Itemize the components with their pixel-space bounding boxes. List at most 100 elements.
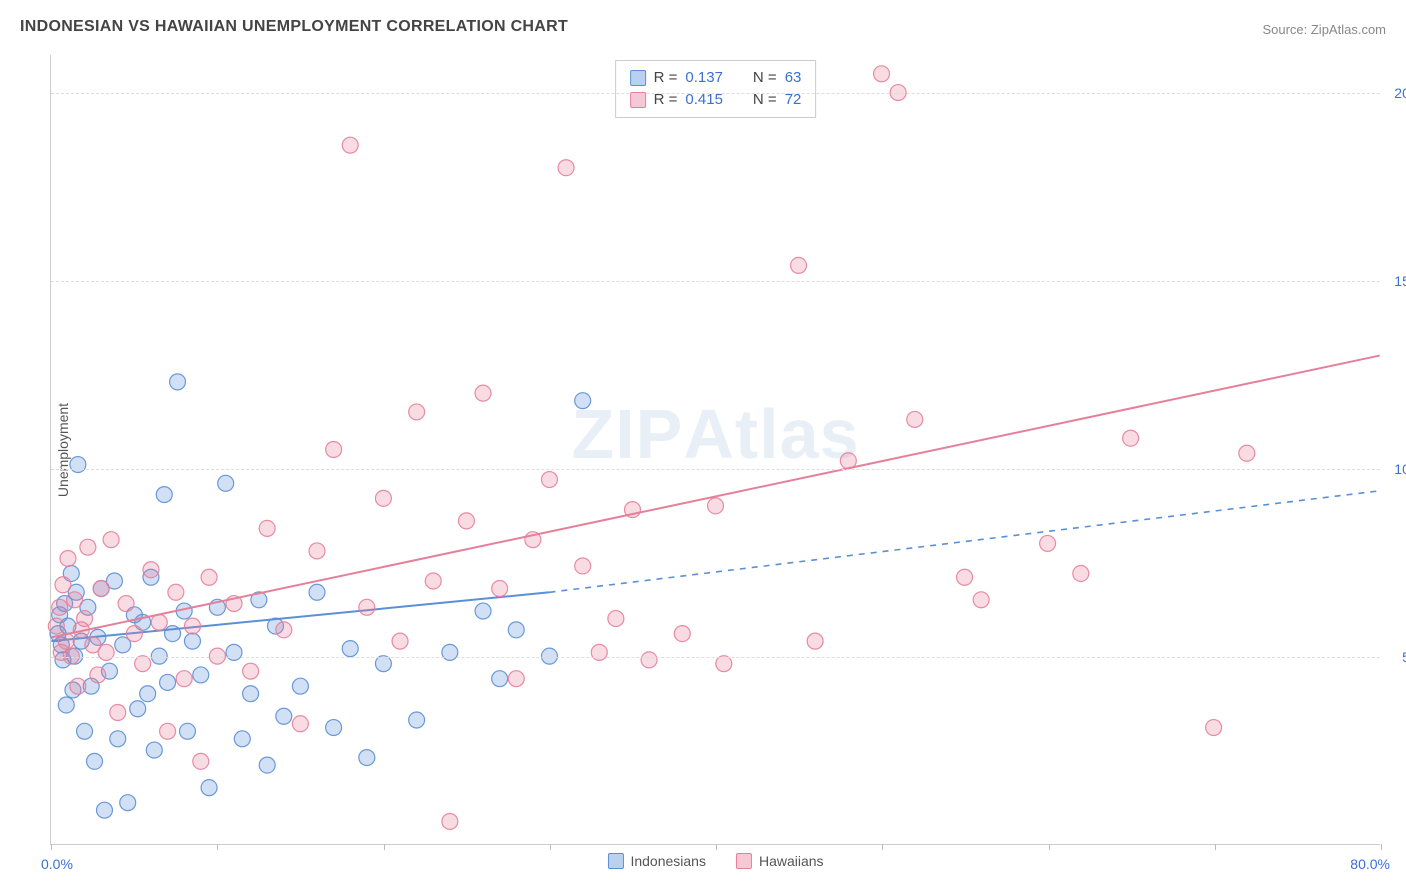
scatter-point — [118, 596, 134, 612]
chart-container: INDONESIAN VS HAWAIIAN UNEMPLOYMENT CORR… — [0, 0, 1406, 892]
scatter-point — [292, 678, 308, 694]
scatter-point — [907, 411, 923, 427]
y-tick-label: 15.0% — [1394, 273, 1406, 289]
scatter-point — [80, 539, 96, 555]
stats-r-label: R = — [654, 67, 678, 89]
scatter-point — [492, 671, 508, 687]
scatter-point — [160, 723, 176, 739]
scatter-point — [168, 584, 184, 600]
stats-r-value: 0.137 — [685, 67, 723, 89]
scatter-point — [58, 697, 74, 713]
x-tick — [384, 844, 385, 850]
x-tick — [1049, 844, 1050, 850]
scatter-point — [87, 753, 103, 769]
scatter-point — [558, 160, 574, 176]
scatter-point — [243, 686, 259, 702]
scatter-point — [591, 644, 607, 660]
scatter-point — [201, 780, 217, 796]
x-tick — [1215, 844, 1216, 850]
scatter-point — [1040, 535, 1056, 551]
plot-svg — [51, 55, 1380, 844]
scatter-point — [708, 498, 724, 514]
scatter-point — [375, 656, 391, 672]
scatter-point — [492, 581, 508, 597]
x-max-label: 80.0% — [1350, 856, 1390, 872]
scatter-point — [110, 705, 126, 721]
scatter-point — [176, 671, 192, 687]
x-tick — [51, 844, 52, 850]
scatter-point — [184, 633, 200, 649]
scatter-point — [359, 750, 375, 766]
x-tick — [1381, 844, 1382, 850]
scatter-point — [98, 644, 114, 660]
scatter-point — [874, 66, 890, 82]
scatter-point — [442, 644, 458, 660]
x-tick — [716, 844, 717, 850]
scatter-point — [326, 442, 342, 458]
scatter-point — [143, 562, 159, 578]
scatter-point — [326, 720, 342, 736]
source-label: Source: ZipAtlas.com — [1262, 22, 1386, 37]
scatter-point — [184, 618, 200, 634]
scatter-point — [442, 813, 458, 829]
scatter-point — [201, 569, 217, 585]
scatter-point — [77, 611, 93, 627]
scatter-point — [508, 671, 524, 687]
scatter-point — [674, 626, 690, 642]
legend-label: Indonesians — [630, 853, 706, 869]
scatter-point — [52, 599, 68, 615]
x-tick — [217, 844, 218, 850]
scatter-point — [458, 513, 474, 529]
scatter-point — [1239, 445, 1255, 461]
scatter-point — [508, 622, 524, 638]
scatter-point — [309, 543, 325, 559]
scatter-point — [126, 626, 142, 642]
y-tick-label: 10.0% — [1394, 461, 1406, 477]
stats-row: R =0.137N =63 — [630, 67, 802, 89]
scatter-point — [1073, 565, 1089, 581]
scatter-point — [276, 622, 292, 638]
scatter-point — [103, 532, 119, 548]
scatter-point — [156, 487, 172, 503]
scatter-point — [146, 742, 162, 758]
legend-item: Hawaiians — [736, 853, 824, 869]
scatter-point — [60, 550, 76, 566]
scatter-point — [170, 374, 186, 390]
scatter-point — [140, 686, 156, 702]
scatter-point — [259, 520, 275, 536]
scatter-point — [120, 795, 136, 811]
scatter-point — [234, 731, 250, 747]
scatter-point — [608, 611, 624, 627]
x-tick — [550, 844, 551, 850]
grid-line — [51, 281, 1380, 282]
scatter-point — [160, 674, 176, 690]
x-origin-label: 0.0% — [41, 856, 73, 872]
legend-label: Hawaiians — [759, 853, 824, 869]
scatter-point — [375, 490, 391, 506]
scatter-point — [1206, 720, 1222, 736]
stats-n-value: 63 — [785, 67, 802, 89]
scatter-point — [575, 558, 591, 574]
scatter-point — [475, 603, 491, 619]
scatter-point — [218, 475, 234, 491]
scatter-point — [1123, 430, 1139, 446]
x-tick — [882, 844, 883, 850]
legend-swatch — [736, 853, 752, 869]
scatter-point — [130, 701, 146, 717]
scatter-point — [135, 656, 151, 672]
scatter-point — [259, 757, 275, 773]
y-tick-label: 5.0% — [1402, 649, 1406, 665]
scatter-point — [96, 802, 112, 818]
scatter-point — [392, 633, 408, 649]
scatter-point — [180, 723, 196, 739]
y-tick-label: 20.0% — [1394, 85, 1406, 101]
scatter-point — [425, 573, 441, 589]
legend-item: Indonesians — [607, 853, 706, 869]
scatter-point — [93, 581, 109, 597]
scatter-point — [575, 393, 591, 409]
scatter-point — [309, 584, 325, 600]
legend-swatch — [607, 853, 623, 869]
plot-area: ZIPAtlas Unemployment 0.0% 80.0% R =0.13… — [50, 55, 1380, 845]
scatter-point — [973, 592, 989, 608]
scatter-point — [90, 667, 106, 683]
